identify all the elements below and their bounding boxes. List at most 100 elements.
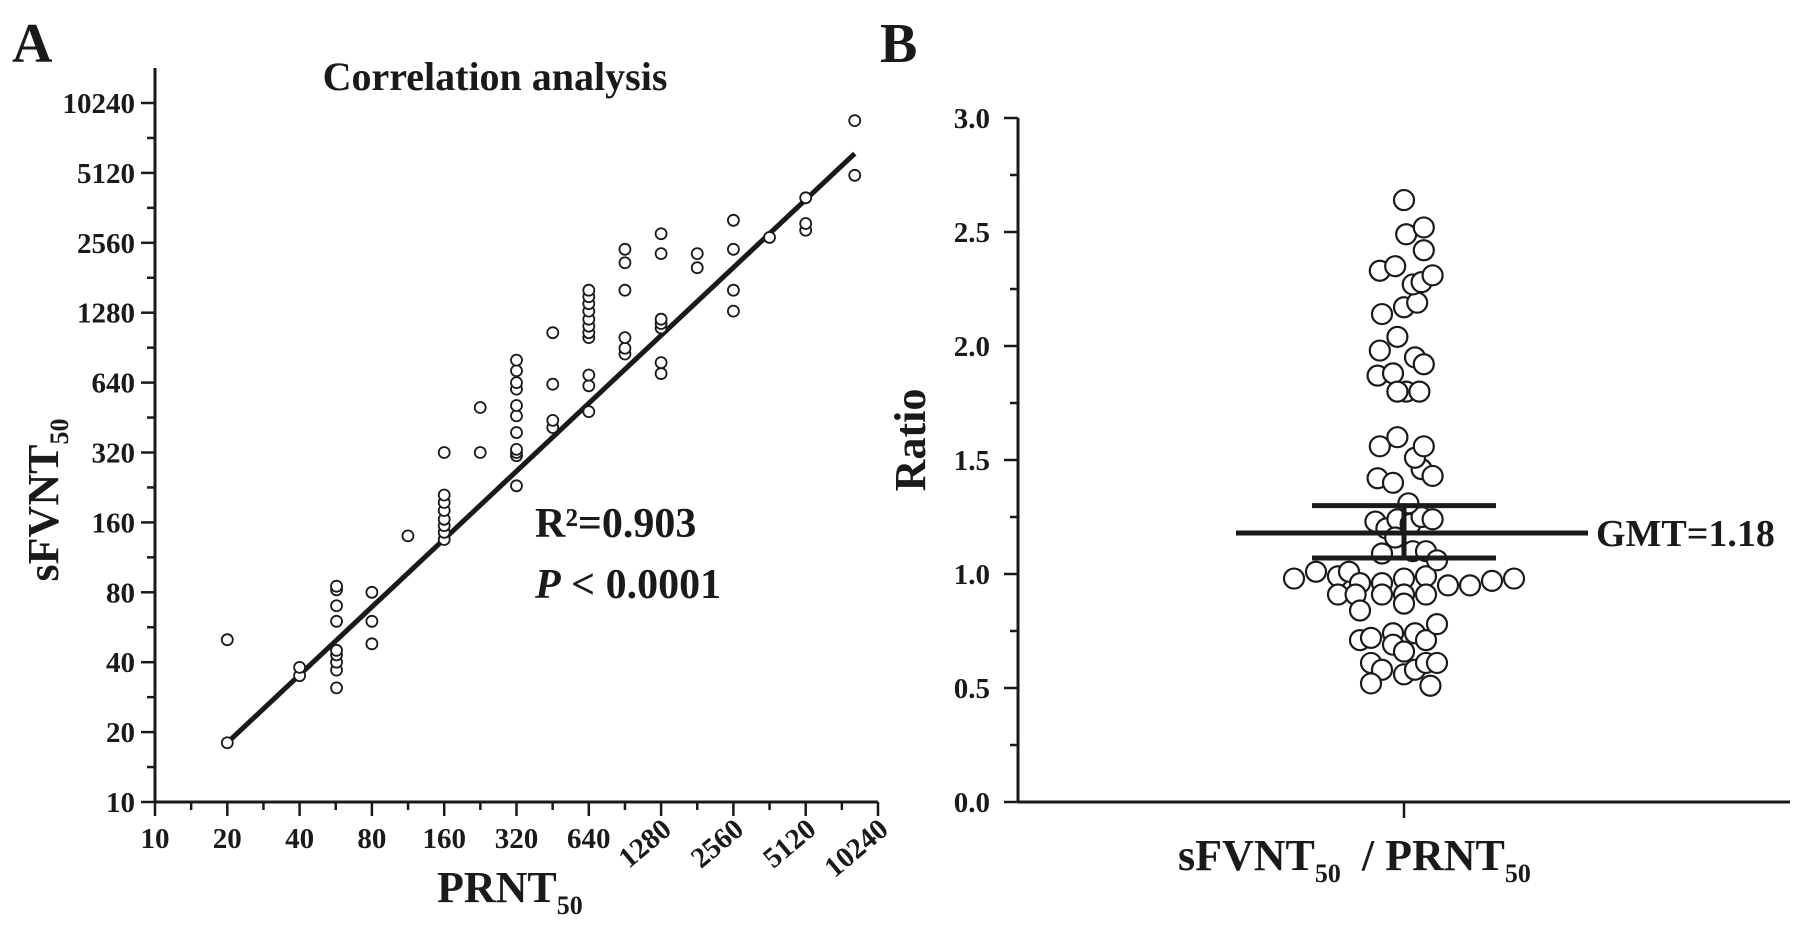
panel-a-letter: A [12,13,53,75]
ratio-point [1425,613,1449,636]
chart-a-y-tick-label: 1280 [77,298,135,330]
scatter-point [473,401,487,414]
chart-a-y-tick-label: 80 [106,577,135,609]
ratio-point [1368,435,1391,458]
scatter-point [510,442,523,456]
scatter-point [546,326,560,340]
ratio-point [1412,435,1435,458]
chart-a-x-tick-label: 80 [357,823,386,855]
chart-a-y-tick-label: 20 [106,717,135,749]
chart-a-y-label: sFVNT50 [19,419,74,582]
scatter-point [401,529,415,543]
ratio-point [1480,569,1504,592]
chart-a-y-tick-label: 160 [92,507,136,539]
chart-a-y-tick-label: 10240 [63,88,136,120]
gmt-error-bars [1236,503,1588,561]
scatter-point [365,614,379,628]
ratio-point [1414,629,1438,652]
chart-a-points [220,114,862,750]
scatter-point [654,247,668,261]
ratio-point [1458,574,1482,597]
ratio-point [1412,216,1435,239]
scatter-point [330,643,343,657]
chart-a-x-tick-label: 160 [422,823,466,855]
scatter-point [618,283,632,297]
ratio-point [1368,339,1391,362]
scatter-point [654,356,668,370]
scatter-point [546,377,560,391]
scatter-point [654,367,668,380]
chart-b-y-tick-label: 3.0 [954,103,990,135]
scatter-point [510,426,523,439]
scatter-point [582,405,596,419]
chart-a-y-tick-label: 2560 [77,228,135,260]
scatter-point [690,261,704,275]
scatter-point [473,446,487,459]
ratio-point [1304,560,1328,583]
scatter-point [618,341,632,355]
chart-a-x-tick-label: 640 [567,823,611,855]
scatter-point [848,114,862,128]
ratio-point [1419,674,1442,697]
chart-b-y-tick-label: 1.0 [954,559,990,591]
panel-b-letter: B [880,13,917,75]
r-squared-annotation: R²=0.903 [535,501,696,547]
ratio-point [1370,583,1394,606]
ratio-chart: 0.0 0.5 1.0 1.5 2.0 2.5 3.0 GMT=1.18 Ratio sFV… [886,103,1790,888]
scatter-point [330,579,343,593]
chart-b-x-label: sFVNT50 / PRNT50 [1178,831,1531,888]
ratio-point [1502,567,1526,590]
ratio-point [1282,567,1306,590]
scatter-point [763,231,776,244]
scatter-point [799,217,813,230]
correlation-chart: Correlation analysis 1020408016032064012… [19,54,894,920]
ratio-point [1408,380,1431,403]
chart-b-y-label: Ratio [886,389,935,492]
scatter-point [510,376,523,390]
scatter-point [618,331,632,344]
ratio-point [1425,651,1449,675]
ratio-point [1370,302,1394,326]
scatter-point [727,213,740,227]
chart-b-y-tick-label: 2.5 [954,217,990,249]
chart-a-x-tick-label: 10 [141,823,170,855]
chart-a-x-tick-label: 40 [285,823,314,855]
scatter-point [330,614,343,628]
chart-a-x-tick-label: 2560 [685,813,750,875]
ratio-point [1359,672,1383,695]
scatter-point [690,247,704,261]
ratio-point [1386,325,1409,348]
ratio-point [1392,188,1416,212]
scatter-point [582,379,596,393]
chart-a-x-tick-label: 10240 [818,813,894,884]
chart-a-y-tick-label: 320 [92,438,136,470]
ratio-point [1386,380,1409,403]
ratio-point [1412,239,1435,262]
chart-a-y-tick-label: 40 [106,647,135,679]
scatter-point [654,312,668,326]
scatter-point [437,446,451,459]
ratio-point [1414,583,1438,606]
scatter-point [365,637,379,651]
ratio-point [1436,574,1460,597]
gmt-label: GMT=1.18 [1596,513,1775,555]
ratio-point [1421,464,1444,488]
regression-line [225,151,857,745]
chart-b-points [1282,188,1526,697]
ratio-point [1421,264,1444,287]
scatter-point [510,399,523,412]
ratio-point [1381,471,1405,494]
scatter-point [510,409,523,423]
chart-b-y-tick-label: 1.5 [954,445,990,477]
ratio-point [1412,353,1435,376]
scatter-point [799,191,813,205]
scatter-point [546,413,560,427]
ratio-point [1406,291,1429,314]
p-value-annotation: P < 0.0001 [534,562,721,608]
scatter-point [727,304,740,318]
scatter-point [510,364,523,378]
ratio-point [1392,640,1416,663]
scatter-point [654,227,668,241]
scatter-point [727,283,740,297]
